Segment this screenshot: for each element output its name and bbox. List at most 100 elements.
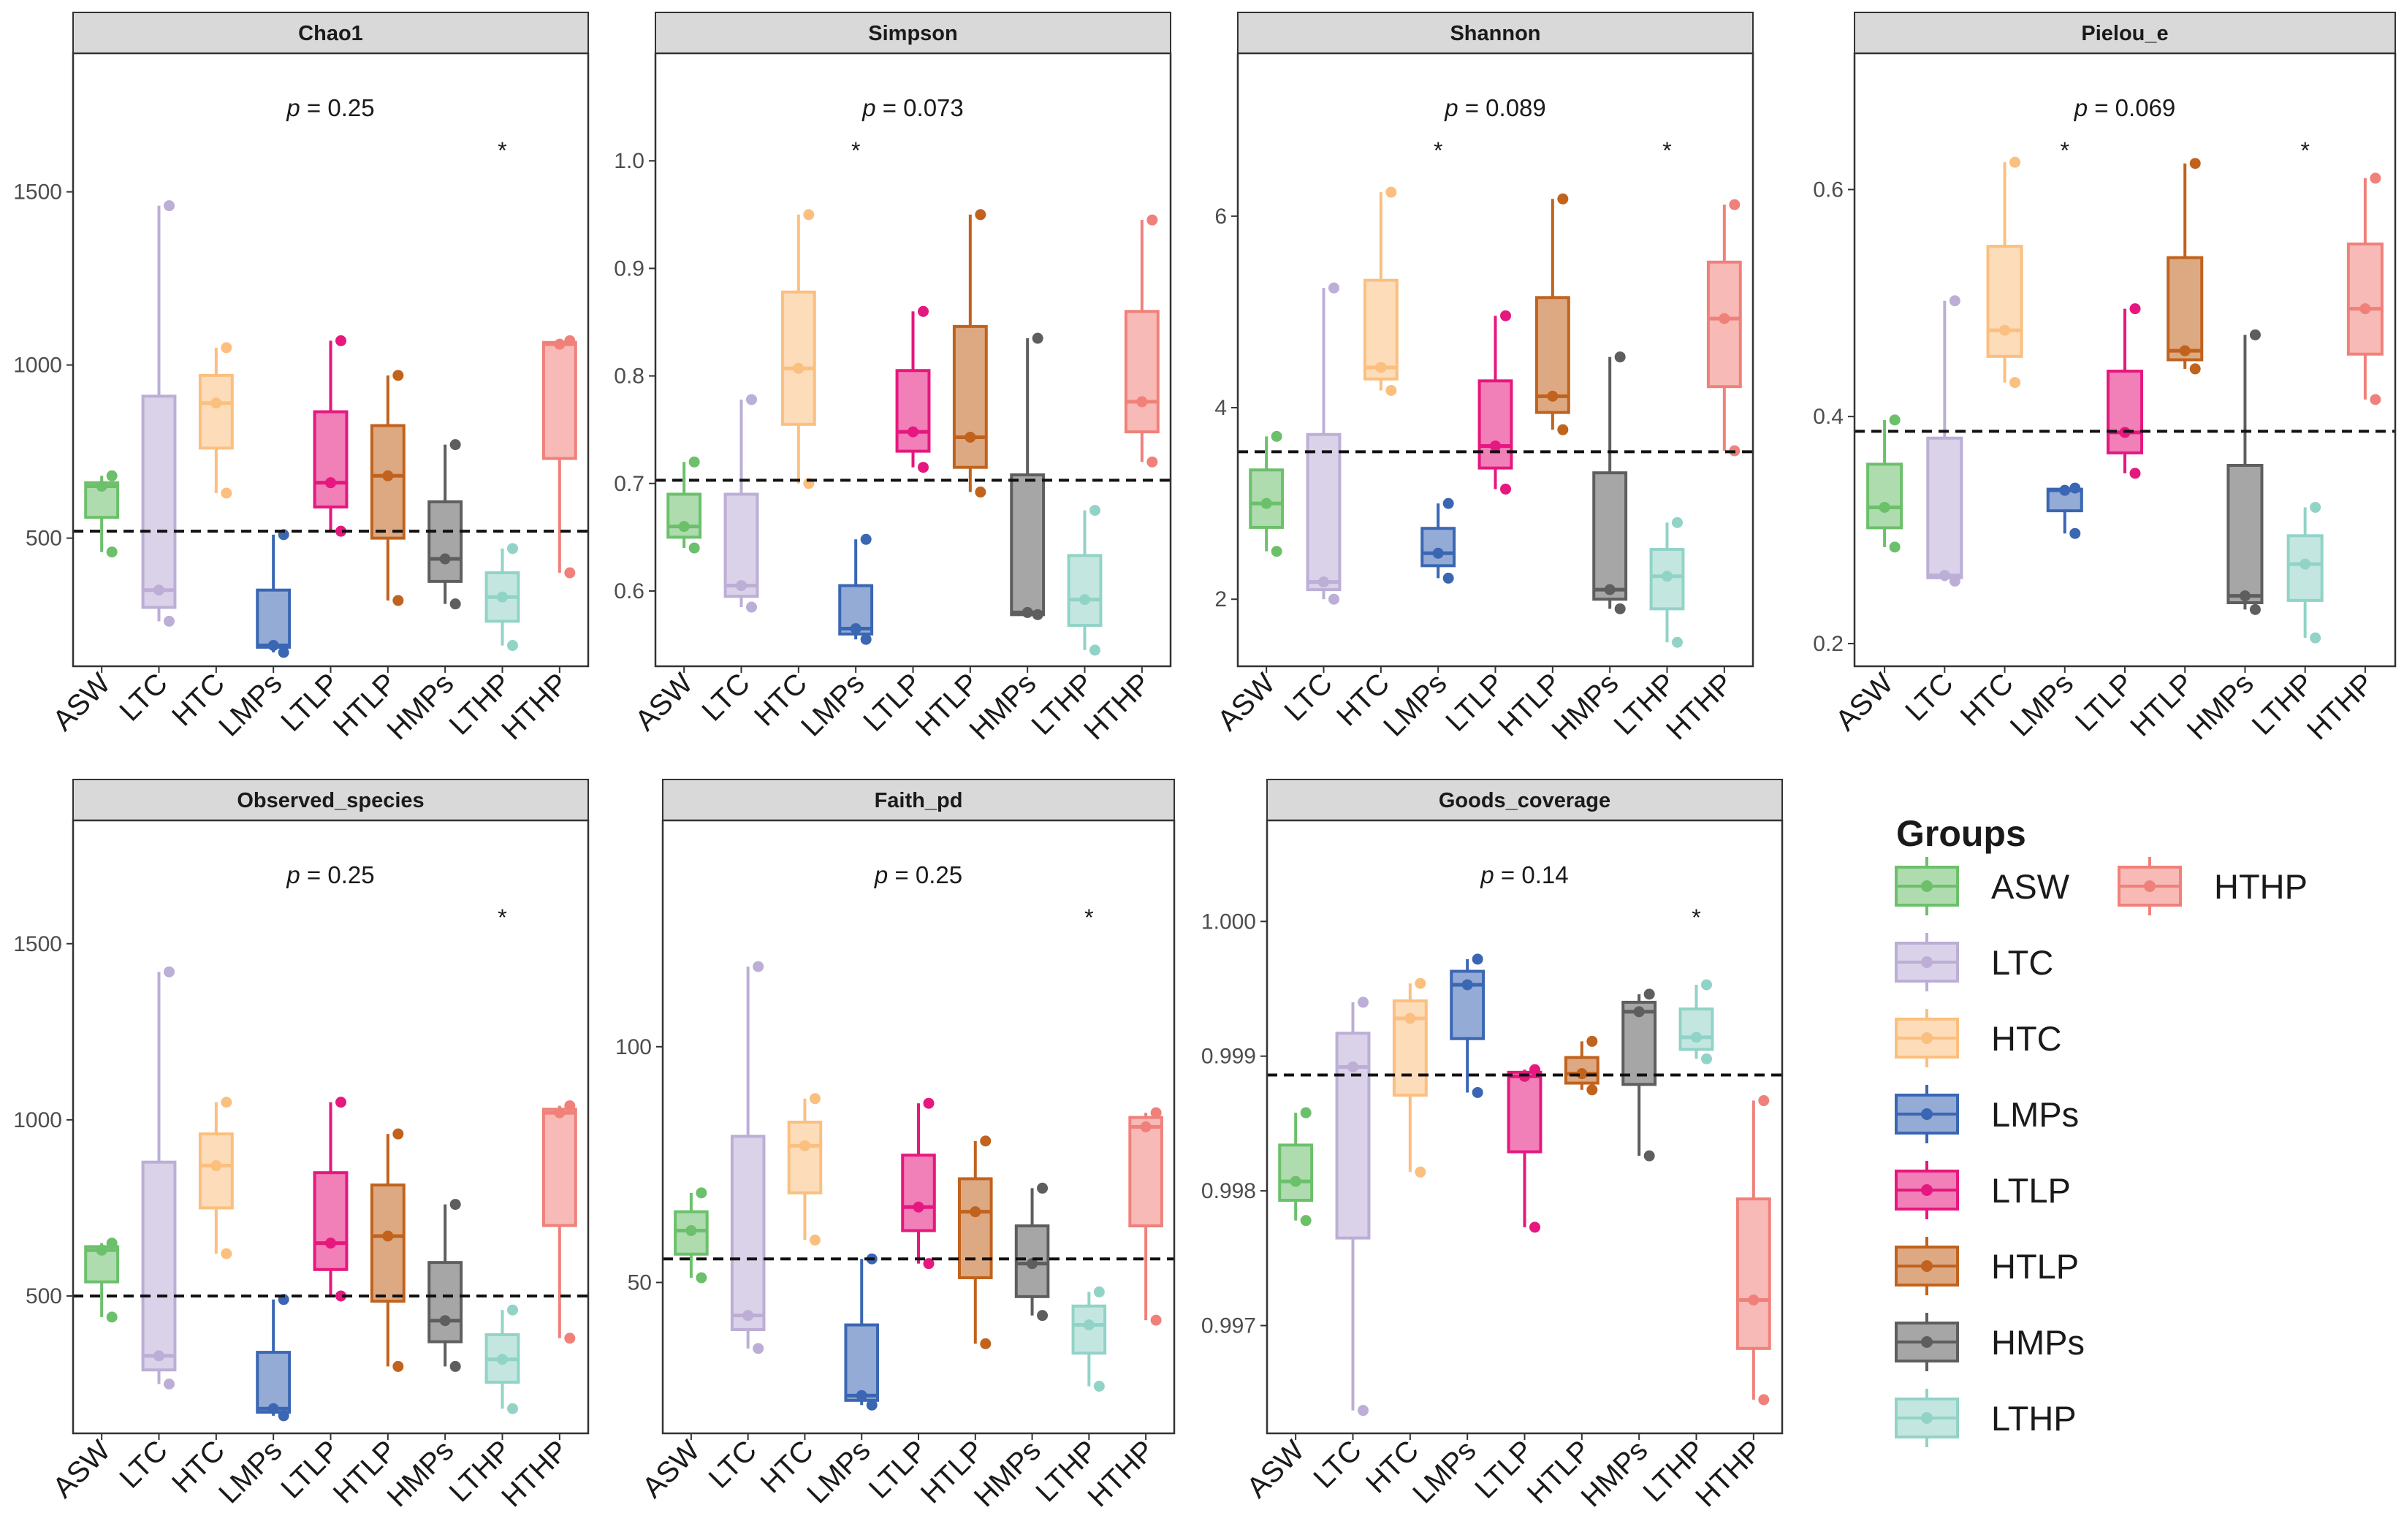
x-tick-label: LTC bbox=[1278, 667, 1338, 727]
box-iqr bbox=[1706, 260, 1742, 389]
box-iqr bbox=[1926, 436, 1963, 579]
box-lthp bbox=[2286, 501, 2324, 644]
data-point bbox=[1586, 1035, 1598, 1047]
data-point bbox=[1079, 594, 1090, 606]
box-htc bbox=[1392, 977, 1428, 1178]
data-point bbox=[1032, 609, 1043, 620]
box-lmps bbox=[844, 1253, 880, 1411]
box-iqr bbox=[952, 324, 988, 469]
box-ltc bbox=[1306, 282, 1342, 605]
panel-title: Goods_coverage bbox=[1439, 789, 1610, 812]
data-point bbox=[1672, 516, 1683, 528]
box-hmps bbox=[1010, 332, 1046, 620]
data-point bbox=[1442, 572, 1454, 584]
box-htc bbox=[787, 1093, 823, 1246]
box-htlp bbox=[952, 209, 988, 498]
data-point bbox=[1093, 1286, 1105, 1297]
data-point bbox=[850, 622, 861, 634]
significance-star: * bbox=[2061, 137, 2069, 164]
data-point bbox=[2009, 377, 2021, 389]
x-tick-label: HMPs bbox=[1545, 667, 1624, 746]
data-point bbox=[2300, 558, 2311, 570]
x-tick-label: LMPs bbox=[801, 1434, 876, 1509]
y-tick-label: 4 bbox=[1214, 396, 1227, 420]
p-value-symbol: p bbox=[1480, 861, 1494, 888]
y-tick-label: 0.2 bbox=[1813, 632, 1844, 656]
box-hthp bbox=[541, 335, 577, 579]
data-point bbox=[1432, 547, 1444, 559]
y-tick-label: 0.998 bbox=[1201, 1179, 1256, 1203]
y-tick-label: 1.0 bbox=[614, 149, 644, 173]
y-tick-label: 100 bbox=[615, 1035, 652, 1059]
data-point bbox=[1472, 1086, 1483, 1098]
data-point bbox=[335, 335, 346, 346]
p-value-number: = 0.073 bbox=[876, 94, 964, 121]
p-value-symbol: p bbox=[2074, 94, 2088, 121]
data-point bbox=[746, 601, 757, 613]
data-point bbox=[392, 1360, 404, 1372]
y-tick-label: 1000 bbox=[13, 354, 62, 378]
data-point bbox=[2129, 303, 2141, 315]
data-point bbox=[2239, 590, 2251, 602]
legend-label: LTHP bbox=[1991, 1399, 2077, 1438]
box-iqr bbox=[370, 1183, 406, 1303]
data-point bbox=[449, 1199, 461, 1211]
box-iqr bbox=[256, 588, 292, 649]
data-point bbox=[1529, 1064, 1540, 1075]
data-point bbox=[1358, 1405, 1369, 1417]
data-point bbox=[449, 598, 461, 610]
data-point bbox=[1271, 430, 1282, 442]
box-iqr bbox=[730, 1135, 766, 1332]
box-ltc bbox=[730, 961, 766, 1354]
data-point bbox=[2069, 482, 2081, 494]
data-point bbox=[2310, 501, 2321, 513]
data-point bbox=[1604, 584, 1616, 595]
data-point bbox=[1557, 193, 1569, 205]
box-iqr bbox=[541, 340, 577, 460]
box-htlp bbox=[1564, 1035, 1600, 1096]
box-iqr bbox=[2167, 256, 2204, 362]
legend-item-ltc: LTC bbox=[1895, 933, 2053, 991]
box-ltlp bbox=[895, 305, 931, 473]
data-point bbox=[564, 335, 576, 346]
data-point bbox=[1586, 1084, 1598, 1096]
data-point bbox=[2249, 603, 2261, 615]
x-tick-label: HTHP bbox=[495, 1434, 574, 1513]
legend-label: LTLP bbox=[1991, 1171, 2071, 1210]
box-iqr bbox=[2106, 370, 2144, 454]
legend-label: HTC bbox=[1991, 1019, 2062, 1058]
data-point bbox=[736, 580, 747, 592]
x-tick-label: HMPs bbox=[381, 667, 460, 746]
significance-star: * bbox=[851, 137, 860, 164]
box-hmps bbox=[1592, 351, 1628, 614]
legend-label: ASW bbox=[1991, 867, 2070, 906]
box-iqr bbox=[1128, 1116, 1163, 1228]
data-point bbox=[221, 487, 232, 499]
data-point bbox=[1643, 988, 1655, 1000]
data-point bbox=[923, 1258, 935, 1270]
data-point bbox=[918, 305, 929, 317]
data-point bbox=[970, 1206, 981, 1218]
panel-title: Chao1 bbox=[298, 22, 363, 45]
data-point bbox=[1260, 498, 1272, 509]
box-iqr bbox=[1306, 432, 1342, 592]
y-tick-label: 1.000 bbox=[1201, 910, 1256, 934]
legend-item-asw: ASW bbox=[1895, 857, 2070, 915]
y-tick-label: 0.8 bbox=[614, 365, 644, 389]
y-tick-label: 0.4 bbox=[1813, 405, 1844, 429]
data-point bbox=[449, 1360, 461, 1372]
p-value-number: = 0.25 bbox=[300, 861, 375, 888]
box-iqr bbox=[1124, 310, 1160, 434]
box-iqr bbox=[198, 373, 234, 450]
data-point bbox=[1375, 362, 1387, 373]
groups-legend: Groups ASW LTC HTC LMPs LTLP HTLP HMPs LTHP HTHP bbox=[1895, 813, 2308, 1447]
data-point bbox=[809, 1234, 821, 1246]
data-point bbox=[2189, 363, 2201, 375]
box-lmps bbox=[1450, 953, 1486, 1098]
data-point bbox=[2179, 345, 2191, 357]
panel-strip bbox=[72, 779, 589, 821]
p-value-number: = 0.25 bbox=[300, 94, 375, 121]
data-point bbox=[153, 584, 164, 596]
data-point bbox=[913, 1201, 924, 1213]
